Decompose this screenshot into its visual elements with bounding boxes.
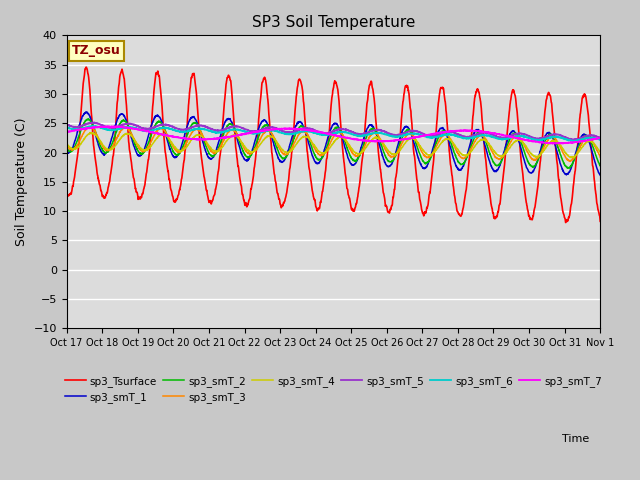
sp3_smT_4 bbox=[488, 146, 496, 152]
Line: sp3_smT_7: sp3_smT_7 bbox=[67, 126, 600, 144]
sp3_smT_7 bbox=[548, 141, 556, 146]
sp3_smT_6 bbox=[570, 138, 578, 144]
sp3_smT_4 bbox=[86, 130, 94, 135]
sp3_smT_7 bbox=[104, 123, 111, 129]
sp3_smT_3 bbox=[564, 157, 572, 163]
sp3_smT_7 bbox=[488, 130, 496, 136]
sp3_smT_1 bbox=[212, 149, 220, 155]
sp3_Tsurface bbox=[596, 218, 604, 224]
Y-axis label: Soil Temperature (C): Soil Temperature (C) bbox=[15, 118, 28, 246]
sp3_smT_3 bbox=[596, 154, 604, 160]
sp3_smT_1 bbox=[82, 109, 90, 115]
sp3_smT_2 bbox=[360, 139, 368, 145]
sp3_smT_4 bbox=[596, 149, 604, 155]
sp3_Tsurface bbox=[212, 186, 220, 192]
sp3_smT_5 bbox=[570, 137, 577, 143]
sp3_smT_7 bbox=[63, 129, 70, 135]
sp3_smT_1 bbox=[549, 136, 557, 142]
sp3_smT_2 bbox=[596, 163, 604, 169]
sp3_smT_2 bbox=[63, 145, 70, 151]
sp3_smT_4 bbox=[212, 149, 220, 155]
sp3_smT_7 bbox=[360, 138, 368, 144]
sp3_smT_7 bbox=[596, 135, 604, 141]
sp3_smT_4 bbox=[349, 147, 356, 153]
sp3_smT_6 bbox=[564, 137, 572, 143]
sp3_smT_2 bbox=[212, 151, 220, 157]
sp3_smT_5 bbox=[360, 131, 368, 136]
sp3_smT_4 bbox=[568, 155, 575, 161]
sp3_smT_4 bbox=[63, 140, 70, 146]
sp3_smT_1 bbox=[360, 133, 368, 139]
sp3_smT_3 bbox=[488, 149, 496, 155]
sp3_smT_3 bbox=[212, 150, 220, 156]
sp3_smT_5 bbox=[63, 121, 70, 127]
sp3_smT_5 bbox=[212, 127, 220, 133]
sp3_smT_4 bbox=[549, 137, 557, 143]
Text: Time: Time bbox=[561, 434, 589, 444]
sp3_smT_2 bbox=[564, 165, 572, 171]
sp3_smT_6 bbox=[549, 134, 557, 140]
sp3_Tsurface bbox=[562, 220, 570, 226]
sp3_Tsurface bbox=[360, 135, 368, 141]
sp3_smT_6 bbox=[488, 134, 496, 140]
sp3_smT_3 bbox=[549, 135, 557, 141]
sp3_smT_3 bbox=[63, 142, 70, 147]
sp3_Tsurface bbox=[349, 208, 356, 214]
sp3_Tsurface bbox=[564, 216, 572, 221]
sp3_smT_2 bbox=[488, 157, 496, 163]
sp3_smT_2 bbox=[564, 165, 572, 171]
Line: sp3_smT_1: sp3_smT_1 bbox=[67, 112, 600, 175]
sp3_Tsurface bbox=[549, 119, 557, 124]
sp3_smT_3 bbox=[86, 124, 93, 130]
Title: SP3 Soil Temperature: SP3 Soil Temperature bbox=[252, 15, 415, 30]
sp3_smT_1 bbox=[349, 162, 356, 168]
sp3_smT_7 bbox=[349, 136, 356, 142]
sp3_smT_3 bbox=[349, 151, 356, 156]
sp3_smT_2 bbox=[84, 116, 92, 122]
sp3_smT_6 bbox=[212, 130, 220, 135]
Line: sp3_smT_3: sp3_smT_3 bbox=[67, 127, 600, 161]
sp3_smT_4 bbox=[564, 153, 572, 158]
Line: sp3_smT_2: sp3_smT_2 bbox=[67, 119, 600, 168]
Text: TZ_osu: TZ_osu bbox=[72, 44, 121, 58]
sp3_smT_6 bbox=[349, 132, 356, 137]
Line: sp3_smT_5: sp3_smT_5 bbox=[67, 122, 600, 140]
sp3_smT_5 bbox=[90, 120, 98, 125]
sp3_smT_1 bbox=[63, 148, 70, 154]
sp3_smT_7 bbox=[550, 140, 557, 146]
sp3_smT_5 bbox=[596, 135, 604, 141]
sp3_smT_6 bbox=[596, 137, 604, 143]
sp3_Tsurface bbox=[83, 64, 90, 70]
sp3_Tsurface bbox=[63, 191, 70, 196]
sp3_smT_7 bbox=[212, 136, 220, 142]
sp3_smT_5 bbox=[349, 129, 356, 135]
sp3_smT_5 bbox=[488, 132, 496, 138]
sp3_smT_4 bbox=[360, 147, 368, 153]
sp3_smT_2 bbox=[349, 156, 356, 162]
Line: sp3_Tsurface: sp3_Tsurface bbox=[67, 67, 600, 223]
sp3_smT_3 bbox=[360, 144, 368, 150]
Line: sp3_smT_4: sp3_smT_4 bbox=[67, 132, 600, 158]
sp3_smT_6 bbox=[89, 123, 97, 129]
sp3_smT_3 bbox=[566, 158, 574, 164]
sp3_smT_6 bbox=[360, 132, 368, 138]
sp3_smT_5 bbox=[564, 135, 572, 141]
Line: sp3_smT_6: sp3_smT_6 bbox=[67, 126, 600, 141]
sp3_smT_5 bbox=[549, 132, 557, 137]
sp3_smT_1 bbox=[564, 170, 572, 176]
sp3_smT_2 bbox=[549, 133, 557, 139]
sp3_smT_1 bbox=[488, 166, 496, 171]
sp3_smT_6 bbox=[63, 124, 70, 130]
sp3_smT_1 bbox=[596, 172, 604, 178]
sp3_Tsurface bbox=[488, 208, 496, 214]
sp3_smT_7 bbox=[564, 140, 572, 146]
Legend: sp3_Tsurface, sp3_smT_1, sp3_smT_2, sp3_smT_3, sp3_smT_4, sp3_smT_5, sp3_smT_6, : sp3_Tsurface, sp3_smT_1, sp3_smT_2, sp3_… bbox=[61, 372, 606, 407]
